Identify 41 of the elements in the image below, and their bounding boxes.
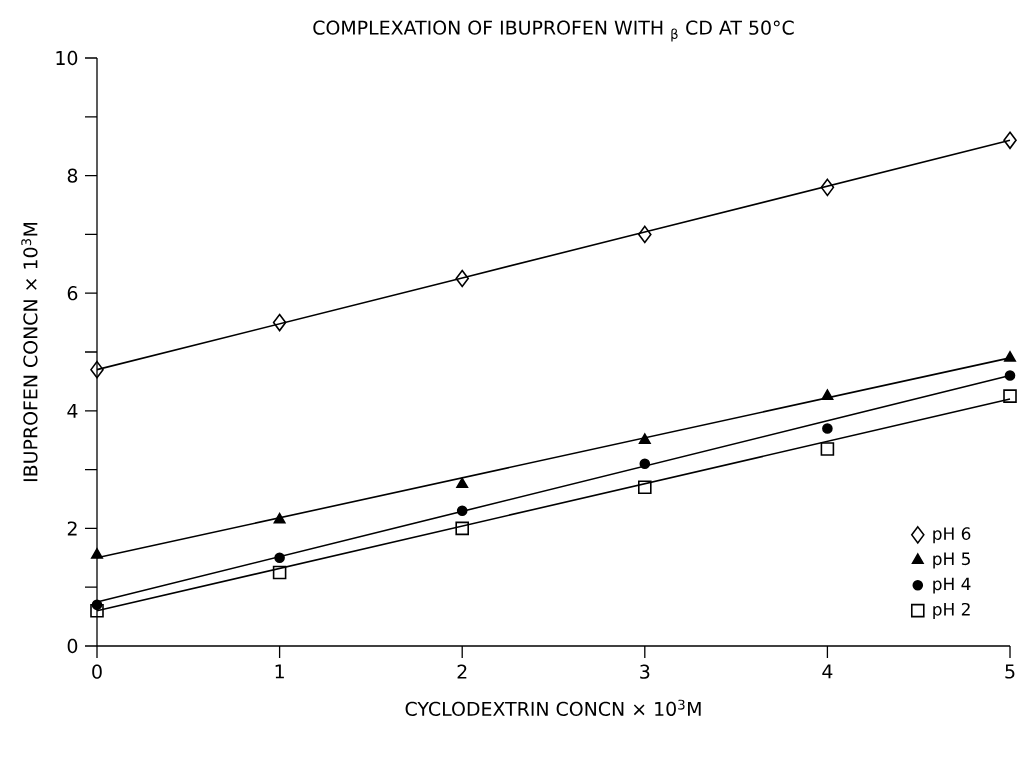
legend-label: pH 4 bbox=[933, 577, 971, 594]
x-axis-title: CYCLODEXTRIN CONCN × 10$^{3}$M bbox=[405, 699, 701, 716]
point bbox=[820, 442, 835, 456]
point bbox=[1004, 370, 1016, 381]
point bbox=[272, 565, 287, 580]
legend-label: pH 2 bbox=[933, 602, 970, 619]
legend-label: pH 5 bbox=[933, 552, 970, 569]
point bbox=[638, 433, 651, 444]
point bbox=[272, 313, 287, 332]
point bbox=[455, 521, 469, 536]
point bbox=[1003, 131, 1017, 150]
point bbox=[638, 225, 652, 244]
y-tick-label: 0 bbox=[67, 638, 78, 654]
y-tick-label: 4 bbox=[67, 403, 78, 418]
x-tick-label: 4 bbox=[822, 664, 833, 679]
y-tick-label: 10 bbox=[56, 50, 78, 66]
y-axis-title: IBUPROFEN CONCN × 10$^{3}$M bbox=[21, 222, 38, 482]
point bbox=[1003, 389, 1017, 403]
point bbox=[274, 552, 285, 564]
point bbox=[456, 477, 469, 489]
point bbox=[456, 505, 468, 517]
point bbox=[639, 458, 651, 470]
point bbox=[273, 512, 286, 524]
chart-title: COMPLEXATION OF IBUPROFEN WITH $_{β}$ CD AT 50°C bbox=[313, 20, 794, 42]
y-tick-label: 2 bbox=[67, 521, 77, 536]
point bbox=[90, 360, 104, 379]
point bbox=[821, 389, 834, 400]
point bbox=[455, 269, 469, 288]
y-tick-label: 6 bbox=[67, 286, 78, 301]
x-tick-label: 0 bbox=[92, 664, 102, 679]
point bbox=[638, 480, 652, 495]
point bbox=[1004, 351, 1016, 362]
point bbox=[822, 423, 833, 434]
legend-label: pH 6 bbox=[933, 527, 971, 544]
point bbox=[820, 178, 835, 197]
y-tick-label: 8 bbox=[67, 168, 78, 183]
point bbox=[91, 548, 103, 559]
x-tick-label: 1 bbox=[275, 664, 284, 679]
x-tick-label: 3 bbox=[640, 664, 650, 679]
x-tick-label: 5 bbox=[1005, 664, 1015, 679]
x-tick-label: 2 bbox=[457, 664, 467, 679]
